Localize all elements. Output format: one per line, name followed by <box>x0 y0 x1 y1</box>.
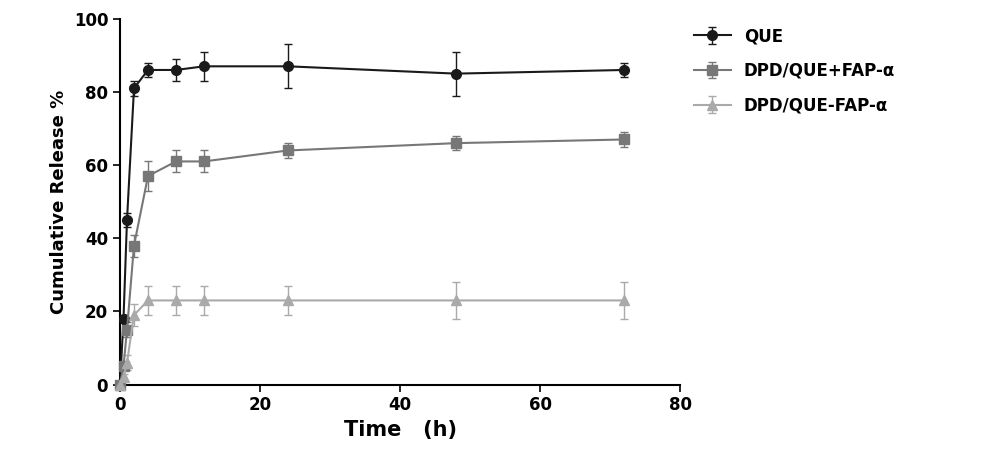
Legend: QUE, DPD/QUE+FAP-α, DPD/QUE-FAP-α: QUE, DPD/QUE+FAP-α, DPD/QUE-FAP-α <box>694 27 895 114</box>
Y-axis label: Cumulative Release %: Cumulative Release % <box>50 90 68 314</box>
X-axis label: Time   (h): Time (h) <box>344 420 456 440</box>
